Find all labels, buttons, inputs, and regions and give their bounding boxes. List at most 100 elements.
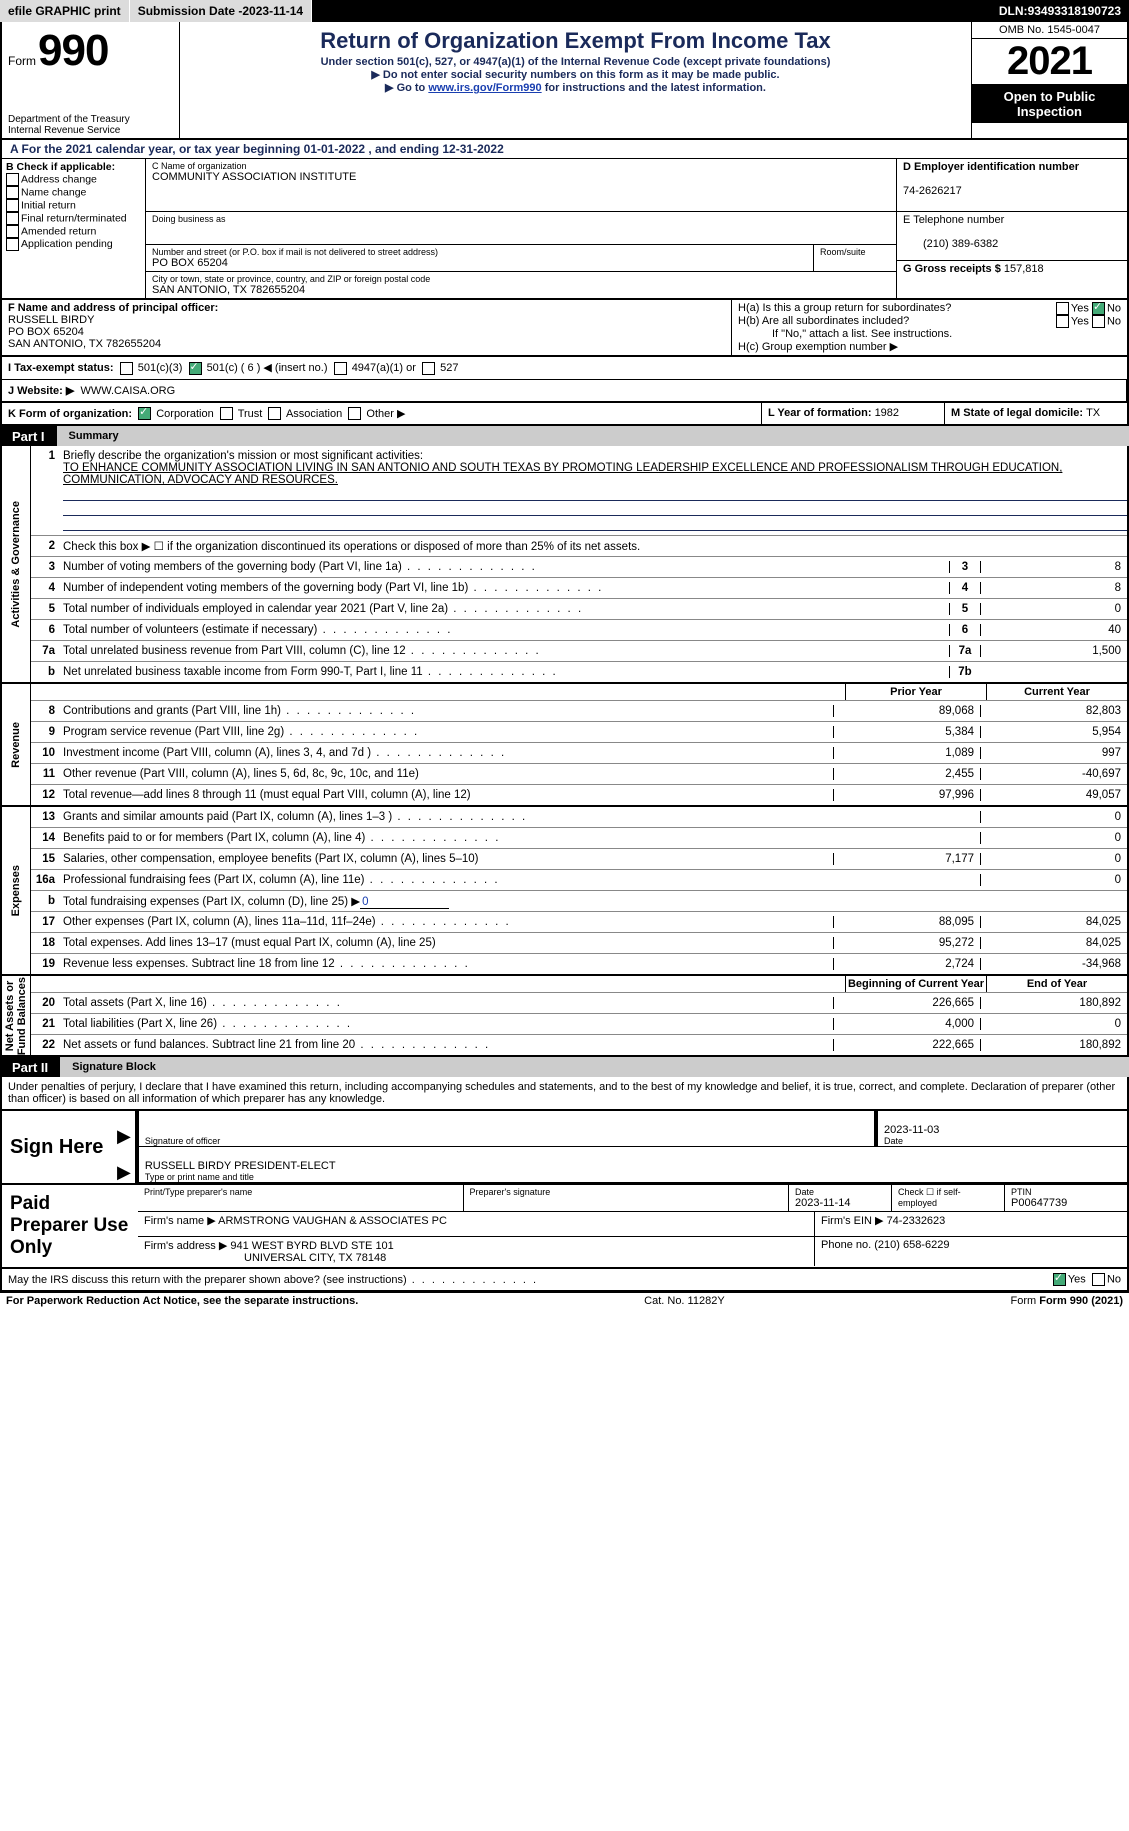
s21-cy: 0 <box>980 1018 1127 1030</box>
s13-t: Grants and similar amounts paid (Part IX… <box>61 811 833 823</box>
form-note-2: ▶ Go to www.irs.gov/Form990 for instruct… <box>188 81 963 94</box>
chk-hb-yes[interactable] <box>1056 315 1069 328</box>
irs-link[interactable]: www.irs.gov/Form990 <box>428 82 541 94</box>
i-label: I Tax-exempt status: <box>8 362 114 374</box>
ha-yes: Yes <box>1071 302 1089 314</box>
s20-t: Total assets (Part X, line 16) <box>61 997 833 1009</box>
lbl-address-change: Address change <box>21 173 97 185</box>
s13-cy: 0 <box>980 811 1127 823</box>
officer-signature-field[interactable]: Signature of officer <box>135 1110 874 1147</box>
lbl-initial-return: Initial return <box>21 199 76 211</box>
k-o4: Other ▶ <box>366 408 405 420</box>
s16b-val[interactable]: 0 <box>360 896 448 909</box>
chk-other[interactable] <box>348 407 361 420</box>
section-ag: Activities & Governance 1 Briefly descri… <box>0 446 1129 684</box>
header-mid: Return of Organization Exempt From Incom… <box>180 22 972 138</box>
footer-right: Form Form 990 (2021) <box>1011 1295 1124 1307</box>
declaration: Under penalties of perjury, I declare th… <box>0 1077 1129 1111</box>
s6-box: 6 <box>949 624 980 636</box>
s18-py: 95,272 <box>833 937 980 949</box>
s1-label: Briefly describe the organization's miss… <box>63 450 423 462</box>
page-footer: For Paperwork Reduction Act Notice, see … <box>0 1292 1129 1309</box>
s7a-box: 7a <box>949 645 980 657</box>
s17-py: 88,095 <box>833 916 980 928</box>
k-o2: Trust <box>238 408 263 420</box>
sig-label: Signature of officer <box>145 1136 874 1146</box>
s16a-t: Professional fundraising fees (Part IX, … <box>61 874 833 886</box>
chk-discuss-no[interactable] <box>1092 1273 1105 1286</box>
chk-assoc[interactable] <box>268 407 281 420</box>
top-bar: efile GRAPHIC print Submission Date - 20… <box>0 0 1129 22</box>
form-title: Return of Organization Exempt From Incom… <box>188 28 963 54</box>
tax-year: 2021 <box>972 39 1127 85</box>
rev-body: Prior YearCurrent Year 8Contributions an… <box>31 684 1127 805</box>
s19-py: 2,724 <box>833 958 980 970</box>
prep-c5l: PTIN <box>1011 1187 1121 1197</box>
s16b-t: Total fundraising expenses (Part IX, col… <box>61 894 833 908</box>
chk-hb-no[interactable] <box>1092 315 1105 328</box>
s16a-n: 16a <box>31 874 61 886</box>
part-1-tab: Part I <box>0 429 57 444</box>
firm-addr2: UNIVERSAL CITY, TX 78148 <box>144 1252 386 1264</box>
s10-py: 1,089 <box>833 747 980 759</box>
k-label: K Form of organization: <box>8 408 132 420</box>
chk-4947[interactable] <box>334 362 347 375</box>
chk-ha-no[interactable] <box>1092 302 1105 315</box>
s3-v: 8 <box>980 561 1127 573</box>
side-na: Net Assets or Fund Balances <box>2 976 31 1055</box>
hb-no: No <box>1107 315 1121 327</box>
chk-527[interactable] <box>422 362 435 375</box>
s18-t: Total expenses. Add lines 13–17 (must eq… <box>61 937 833 949</box>
side-rev-label: Revenue <box>10 722 22 768</box>
officer-printed-label: Type or print name and title <box>145 1172 1127 1182</box>
s11-t: Other revenue (Part VIII, column (A), li… <box>61 768 833 780</box>
chk-501c[interactable] <box>189 362 202 375</box>
hb-label: H(b) Are all subordinates included? <box>738 315 958 328</box>
discuss-yes: Yes <box>1068 1274 1086 1286</box>
form-990-page: efile GRAPHIC print Submission Date - 20… <box>0 0 1129 1309</box>
dln-label: DLN: <box>999 4 1028 18</box>
phone-label: E Telephone number <box>903 214 1004 226</box>
s14-n: 14 <box>31 832 61 844</box>
chk-address-change[interactable] <box>6 173 19 186</box>
s21-n: 21 <box>31 1018 61 1030</box>
chk-amended[interactable] <box>6 225 19 238</box>
s1-n: 1 <box>31 450 61 462</box>
chk-corp[interactable] <box>138 407 151 420</box>
s22-py: 222,665 <box>833 1039 980 1051</box>
chk-app-pending[interactable] <box>6 238 19 251</box>
firm-phone: (210) 658-6229 <box>874 1239 949 1251</box>
s11-cy: -40,697 <box>980 768 1127 780</box>
street-label: Number and street (or P.O. box if mail i… <box>152 247 807 257</box>
city: SAN ANTONIO, TX 782655204 <box>152 284 890 296</box>
dept-treasury: Department of the Treasury Internal Reve… <box>8 114 173 136</box>
chk-501c3[interactable] <box>120 362 133 375</box>
chk-ha-yes[interactable] <box>1056 302 1069 315</box>
s5-box: 5 <box>949 603 980 615</box>
s1-t: Briefly describe the organization's miss… <box>61 450 1127 531</box>
part-2-tab: Part II <box>0 1060 60 1075</box>
s17-n: 17 <box>31 916 61 928</box>
chk-discuss-yes[interactable] <box>1053 1273 1066 1286</box>
firm-name: ARMSTRONG VAUGHAN & ASSOCIATES PC <box>218 1215 447 1227</box>
discuss-no: No <box>1107 1274 1121 1286</box>
s9-py: 5,384 <box>833 726 980 738</box>
form-number: 990 <box>38 26 108 76</box>
discuss-text: May the IRS discuss this return with the… <box>8 1274 1053 1286</box>
chk-final-return[interactable] <box>6 212 19 225</box>
s10-t: Investment income (Part VIII, column (A)… <box>61 747 833 759</box>
ha-no: No <box>1107 302 1121 314</box>
s5-t: Total number of individuals employed in … <box>61 603 949 615</box>
s8-t: Contributions and grants (Part VIII, lin… <box>61 705 833 717</box>
firm-label: Firm's name ▶ <box>144 1215 216 1227</box>
j-label: J Website: ▶ <box>8 385 74 397</box>
s4-n: 4 <box>31 582 61 594</box>
s15-py: 7,177 <box>833 853 980 865</box>
efile-print-button[interactable]: efile GRAPHIC print <box>0 0 130 22</box>
s11-n: 11 <box>31 768 61 780</box>
officer-addr1: PO BOX 65204 <box>8 326 84 338</box>
chk-name-change[interactable] <box>6 186 19 199</box>
chk-trust[interactable] <box>220 407 233 420</box>
chk-initial-return[interactable] <box>6 199 19 212</box>
row-i: I Tax-exempt status: 501(c)(3) 501(c) ( … <box>0 357 1129 380</box>
